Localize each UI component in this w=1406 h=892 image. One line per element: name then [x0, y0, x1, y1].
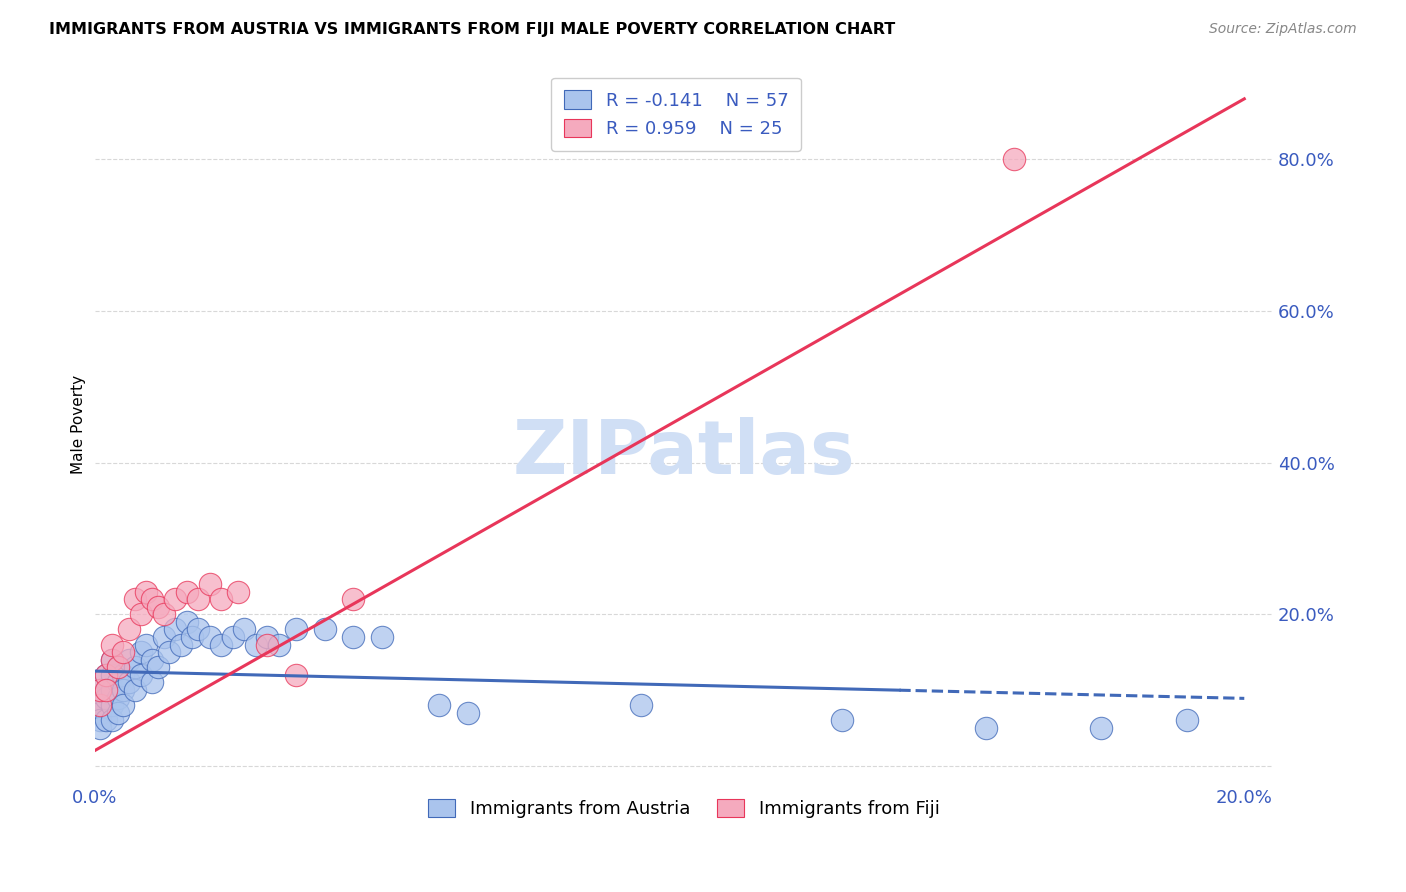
Point: [89, 698, 111, 713]
Point: [101, 714, 124, 728]
Point: [141, 653, 163, 667]
Point: [101, 698, 124, 713]
Point: [198, 630, 221, 644]
Point: [129, 668, 152, 682]
Point: [429, 698, 451, 713]
Point: [89, 698, 111, 713]
Point: [89, 690, 111, 705]
Y-axis label: Male Poverty: Male Poverty: [72, 376, 86, 475]
Point: [157, 645, 180, 659]
Point: [187, 623, 209, 637]
Point: [221, 630, 243, 644]
Point: [101, 668, 124, 682]
Point: [256, 630, 278, 644]
Legend: Immigrants from Austria, Immigrants from Fiji: Immigrants from Austria, Immigrants from…: [420, 791, 946, 825]
Text: IMMIGRANTS FROM AUSTRIA VS IMMIGRANTS FROM FIJI MALE POVERTY CORRELATION CHART: IMMIGRANTS FROM AUSTRIA VS IMMIGRANTS FR…: [49, 22, 896, 37]
Point: [152, 607, 174, 622]
Point: [187, 592, 209, 607]
Point: [94, 668, 117, 682]
Point: [141, 592, 163, 607]
Point: [129, 645, 152, 659]
Point: [165, 592, 187, 607]
Point: [112, 645, 135, 659]
Point: [89, 683, 111, 698]
Point: [107, 660, 129, 674]
Point: [1090, 721, 1112, 735]
Point: [1002, 153, 1025, 167]
Point: [118, 653, 141, 667]
Point: [135, 638, 157, 652]
Point: [457, 706, 479, 720]
Point: [256, 638, 278, 652]
Point: [112, 668, 135, 682]
Text: Source: ZipAtlas.com: Source: ZipAtlas.com: [1209, 22, 1357, 37]
Point: [165, 623, 187, 637]
Point: [342, 630, 364, 644]
Point: [101, 653, 124, 667]
Point: [209, 592, 232, 607]
Point: [107, 706, 129, 720]
Point: [181, 630, 204, 644]
Point: [342, 592, 364, 607]
Point: [112, 683, 135, 698]
Point: [135, 584, 157, 599]
Point: [112, 698, 135, 713]
Point: [101, 638, 124, 652]
Point: [124, 683, 146, 698]
Point: [267, 638, 290, 652]
Point: [107, 660, 129, 674]
Point: [107, 675, 129, 690]
Point: [94, 683, 117, 698]
Point: [226, 584, 249, 599]
Point: [176, 584, 198, 599]
Point: [245, 638, 267, 652]
Point: [124, 592, 146, 607]
Point: [124, 660, 146, 674]
Point: [198, 577, 221, 591]
Point: [141, 675, 163, 690]
Point: [284, 623, 307, 637]
Point: [89, 683, 111, 698]
Point: [101, 653, 124, 667]
Point: [101, 683, 124, 698]
Point: [233, 623, 256, 637]
Point: [284, 668, 307, 682]
Point: [1175, 714, 1198, 728]
Point: [152, 630, 174, 644]
Point: [89, 706, 111, 720]
Text: ZIPatlas: ZIPatlas: [512, 417, 855, 490]
Point: [94, 714, 117, 728]
Point: [107, 690, 129, 705]
Point: [209, 638, 232, 652]
Point: [89, 721, 111, 735]
Point: [129, 607, 152, 622]
Point: [89, 714, 111, 728]
Point: [118, 623, 141, 637]
Point: [974, 721, 997, 735]
Point: [118, 675, 141, 690]
Point: [146, 660, 169, 674]
Point: [146, 599, 169, 614]
Point: [94, 668, 117, 682]
Point: [170, 638, 193, 652]
Point: [176, 615, 198, 629]
Point: [831, 714, 853, 728]
Point: [371, 630, 394, 644]
Point: [94, 683, 117, 698]
Point: [94, 690, 117, 705]
Point: [630, 698, 652, 713]
Point: [314, 623, 336, 637]
